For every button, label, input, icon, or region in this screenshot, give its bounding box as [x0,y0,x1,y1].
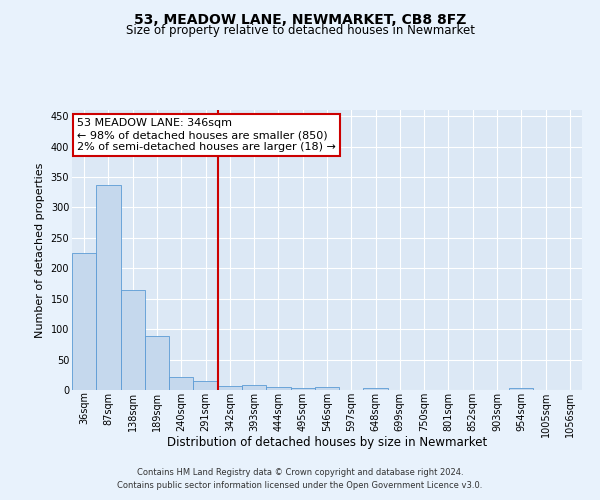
Bar [364,388,388,390]
Bar [290,388,315,390]
Bar [218,386,242,390]
Text: 53, MEADOW LANE, NEWMARKET, CB8 8FZ: 53, MEADOW LANE, NEWMARKET, CB8 8FZ [134,12,466,26]
Bar [121,290,145,390]
Text: 53 MEADOW LANE: 346sqm
← 98% of detached houses are smaller (850)
2% of semi-det: 53 MEADOW LANE: 346sqm ← 98% of detached… [77,118,336,152]
Bar [72,253,96,390]
Text: Contains HM Land Registry data © Crown copyright and database right 2024.: Contains HM Land Registry data © Crown c… [137,468,463,477]
Text: Distribution of detached houses by size in Newmarket: Distribution of detached houses by size … [167,436,487,449]
Bar [315,387,339,390]
Bar [145,336,169,390]
Text: Size of property relative to detached houses in Newmarket: Size of property relative to detached ho… [125,24,475,37]
Bar [169,376,193,390]
Bar [242,385,266,390]
Bar [96,185,121,390]
Bar [509,388,533,390]
Text: Contains public sector information licensed under the Open Government Licence v3: Contains public sector information licen… [118,480,482,490]
Bar [266,387,290,390]
Bar [193,381,218,390]
Y-axis label: Number of detached properties: Number of detached properties [35,162,45,338]
